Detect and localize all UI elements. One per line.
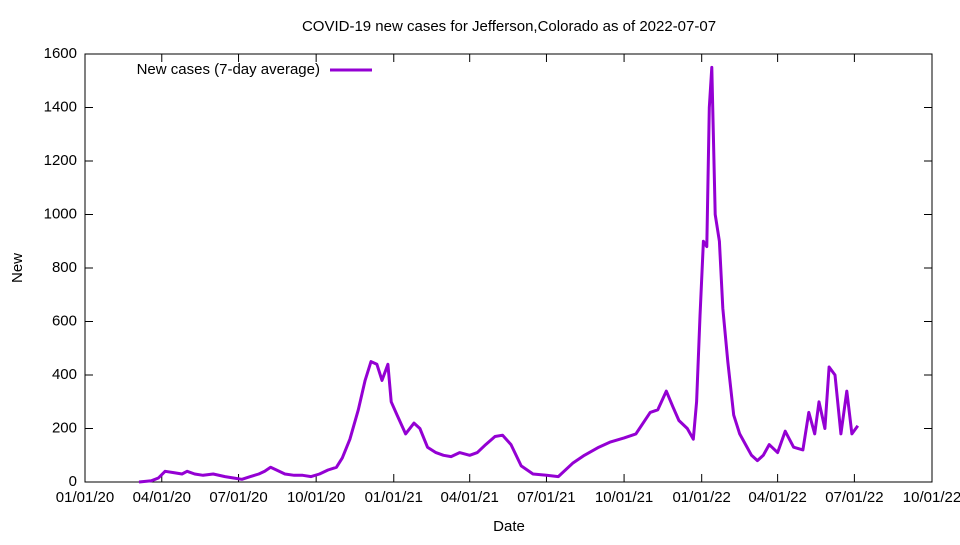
y-tick-label: 600 bbox=[52, 312, 77, 329]
x-tick-label: 04/01/22 bbox=[748, 489, 806, 506]
y-tick-label: 200 bbox=[52, 419, 77, 436]
y-tick-label: 1600 bbox=[44, 45, 77, 62]
y-axis-label: New bbox=[9, 253, 26, 283]
x-tick-label: 10/01/22 bbox=[903, 489, 960, 506]
x-tick-label: 04/01/21 bbox=[440, 489, 498, 506]
legend-label: New cases (7-day average) bbox=[137, 61, 320, 78]
y-tick-label: 1200 bbox=[44, 152, 77, 169]
x-tick-label: 07/01/21 bbox=[517, 489, 575, 506]
chart-title: COVID-19 new cases for Jefferson,Colorad… bbox=[302, 18, 716, 35]
y-tick-label: 0 bbox=[69, 473, 77, 490]
y-tick-label: 400 bbox=[52, 366, 77, 383]
y-tick-label: 1000 bbox=[44, 205, 77, 222]
x-tick-label: 01/01/22 bbox=[672, 489, 730, 506]
plot-frame bbox=[84, 53, 933, 483]
x-tick-label: 07/01/20 bbox=[209, 489, 267, 506]
x-tick-label: 10/01/20 bbox=[287, 489, 345, 506]
x-tick-label: 07/01/22 bbox=[825, 489, 883, 506]
x-tick-label: 10/01/21 bbox=[595, 489, 653, 506]
x-tick-label: 01/01/20 bbox=[56, 489, 114, 506]
y-tick-label: 1400 bbox=[44, 98, 77, 115]
data-line bbox=[138, 65, 860, 484]
x-tick-label: 04/01/20 bbox=[133, 489, 191, 506]
y-tick-label: 800 bbox=[52, 259, 77, 276]
x-axis-label: Date bbox=[493, 518, 525, 535]
x-tick-label: 01/01/21 bbox=[365, 489, 423, 506]
